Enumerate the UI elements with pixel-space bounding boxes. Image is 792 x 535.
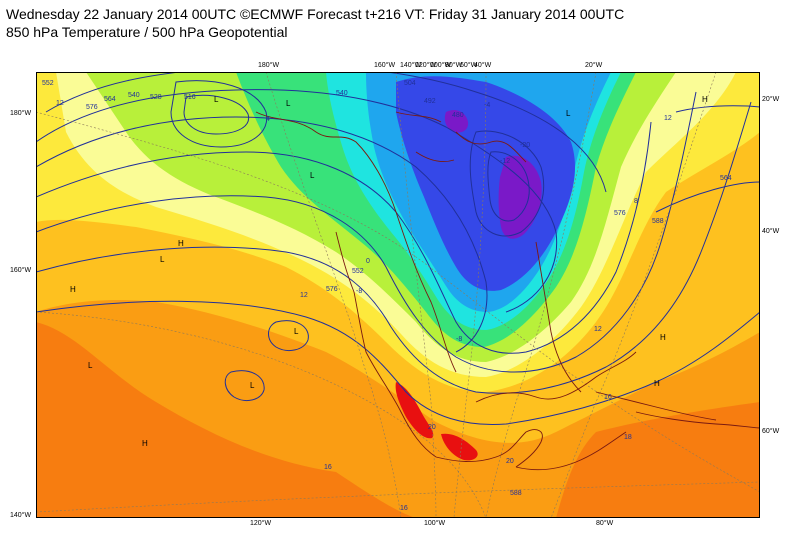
geopotential-contours xyxy=(36,72,760,425)
lon-label: 60°W xyxy=(460,62,478,69)
geopotential-label: 480 xyxy=(452,112,464,119)
geopotential-label: 588 xyxy=(652,218,664,225)
lon-label: 100°W xyxy=(424,520,446,527)
temperature-field-cold xyxy=(396,76,576,291)
lat-label: 180°W xyxy=(10,110,32,117)
high-pressure-mark: H xyxy=(654,379,660,388)
temperature-label: 12 xyxy=(664,115,672,122)
lon-label: 180°W xyxy=(258,62,280,69)
lat-label: 20°W xyxy=(762,96,780,103)
geopotential-label: 552 xyxy=(352,268,364,275)
high-pressure-mark: H xyxy=(70,285,76,294)
geopotential-label: 576 xyxy=(326,286,338,293)
temperature-field-hot-south xyxy=(441,433,478,461)
temperature-label: 0 xyxy=(366,258,370,265)
temperature-field-deep-cold-north xyxy=(444,110,469,133)
geopotential-label: 576 xyxy=(614,210,626,217)
lon-label: 160°W xyxy=(374,62,396,69)
geopotential-label: 552 xyxy=(42,80,54,87)
temperature-label: -8 xyxy=(456,336,463,343)
temperature-field-hot xyxy=(395,382,434,439)
lon-label: 120°W xyxy=(250,520,272,527)
geopotential-label: 576 xyxy=(86,104,98,111)
high-pressure-mark: H xyxy=(178,239,184,248)
temperature-label: 20 xyxy=(506,458,514,465)
high-pressure-mark: H xyxy=(142,439,148,448)
map-title-line-1: Wednesday 22 January 2014 00UTC ©ECMWF F… xyxy=(6,6,625,22)
low-pressure-mark: L xyxy=(286,99,291,108)
high-pressure-mark: H xyxy=(702,95,708,104)
temperature-field-deep-cold xyxy=(498,155,542,239)
temperature-label: 12 xyxy=(594,326,602,333)
temperature-label: 18 xyxy=(624,434,632,441)
low-pressure-mark: L xyxy=(88,361,93,370)
low-pressure-mark: L xyxy=(294,327,299,336)
low-pressure-mark: L xyxy=(310,171,315,180)
lon-label: 140°W xyxy=(400,62,422,69)
low-pressure-mark: L xyxy=(566,109,571,118)
lat-label: 160°W xyxy=(10,267,32,274)
lat-label: 140°W xyxy=(10,512,32,519)
lon-label: 120°W xyxy=(415,62,437,69)
temperature-label: 16 xyxy=(604,394,612,401)
geopotential-label: 540 xyxy=(128,92,140,99)
forecast-map xyxy=(36,72,760,518)
lon-label: 80°W xyxy=(445,62,463,69)
geopotential-label: 492 xyxy=(424,98,436,105)
geopotential-label: 504 xyxy=(404,80,416,87)
temperature-field-dark-orange xyxy=(36,322,416,518)
temperature-label: 8 xyxy=(634,198,638,205)
high-pressure-mark: H xyxy=(660,333,666,342)
low-pressure-mark: L xyxy=(214,95,219,104)
graticule xyxy=(36,72,760,518)
temperature-label: -20 xyxy=(520,142,531,149)
lon-label: 80°W xyxy=(596,520,614,527)
temperature-field-dark-orange-east xyxy=(556,402,760,518)
temperature-label: 16 xyxy=(400,505,408,512)
temperature-label: 4 xyxy=(266,116,270,123)
geopotential-label: 528 xyxy=(150,94,162,101)
temperature-label: -8 xyxy=(356,288,363,295)
low-pressure-mark: L xyxy=(250,381,255,390)
temperature-label: -12 xyxy=(500,158,511,165)
temperature-label: 16 xyxy=(324,464,332,471)
temperature-label: 12 xyxy=(300,292,308,299)
lon-label: 100°W xyxy=(430,62,452,69)
lat-label: 60°W xyxy=(762,428,780,435)
geopotential-label: 540 xyxy=(336,90,348,97)
map-title-line-2: 850 hPa Temperature / 500 hPa Geopotenti… xyxy=(6,24,288,40)
low-pressure-mark: L xyxy=(160,255,165,264)
lat-label: 40°W xyxy=(762,228,780,235)
temperature-label: -4 xyxy=(484,102,491,109)
geopotential-label: 564 xyxy=(720,175,732,182)
geopotential-label: 588 xyxy=(510,490,522,497)
lon-label: 40°W xyxy=(474,62,492,69)
geopotential-label: 564 xyxy=(104,96,116,103)
temperature-label: 20 xyxy=(428,424,436,431)
coastlines xyxy=(255,111,760,471)
temperature-label: 12 xyxy=(56,100,64,107)
lon-label: 20°W xyxy=(585,62,603,69)
geopotential-label: 516 xyxy=(184,94,196,101)
